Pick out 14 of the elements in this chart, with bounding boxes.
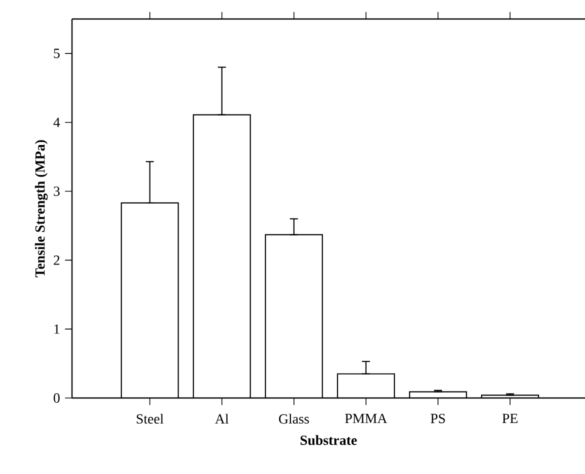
y-tick-label: 1 [54, 324, 60, 334]
y-tick-label: 4 [53, 118, 60, 127]
x-tick-label: PMMA [345, 414, 388, 424]
y-tick-label: 3 [54, 186, 60, 196]
x-axis-title: Substrate [300, 435, 357, 445]
y-axis-title: Tensile Strength (MPa) [34, 140, 48, 278]
x-tick-label: Al [215, 414, 229, 424]
x-tick-label: PE [502, 414, 518, 423]
x-tick-label: Glass [279, 414, 309, 424]
x-tick-label: Steel [136, 414, 164, 424]
x-tick-label: PS [430, 414, 445, 424]
y-tick-label: 0 [54, 393, 60, 403]
y-tick-label: 2 [54, 256, 60, 265]
y-tick-label: 5 [54, 48, 60, 58]
